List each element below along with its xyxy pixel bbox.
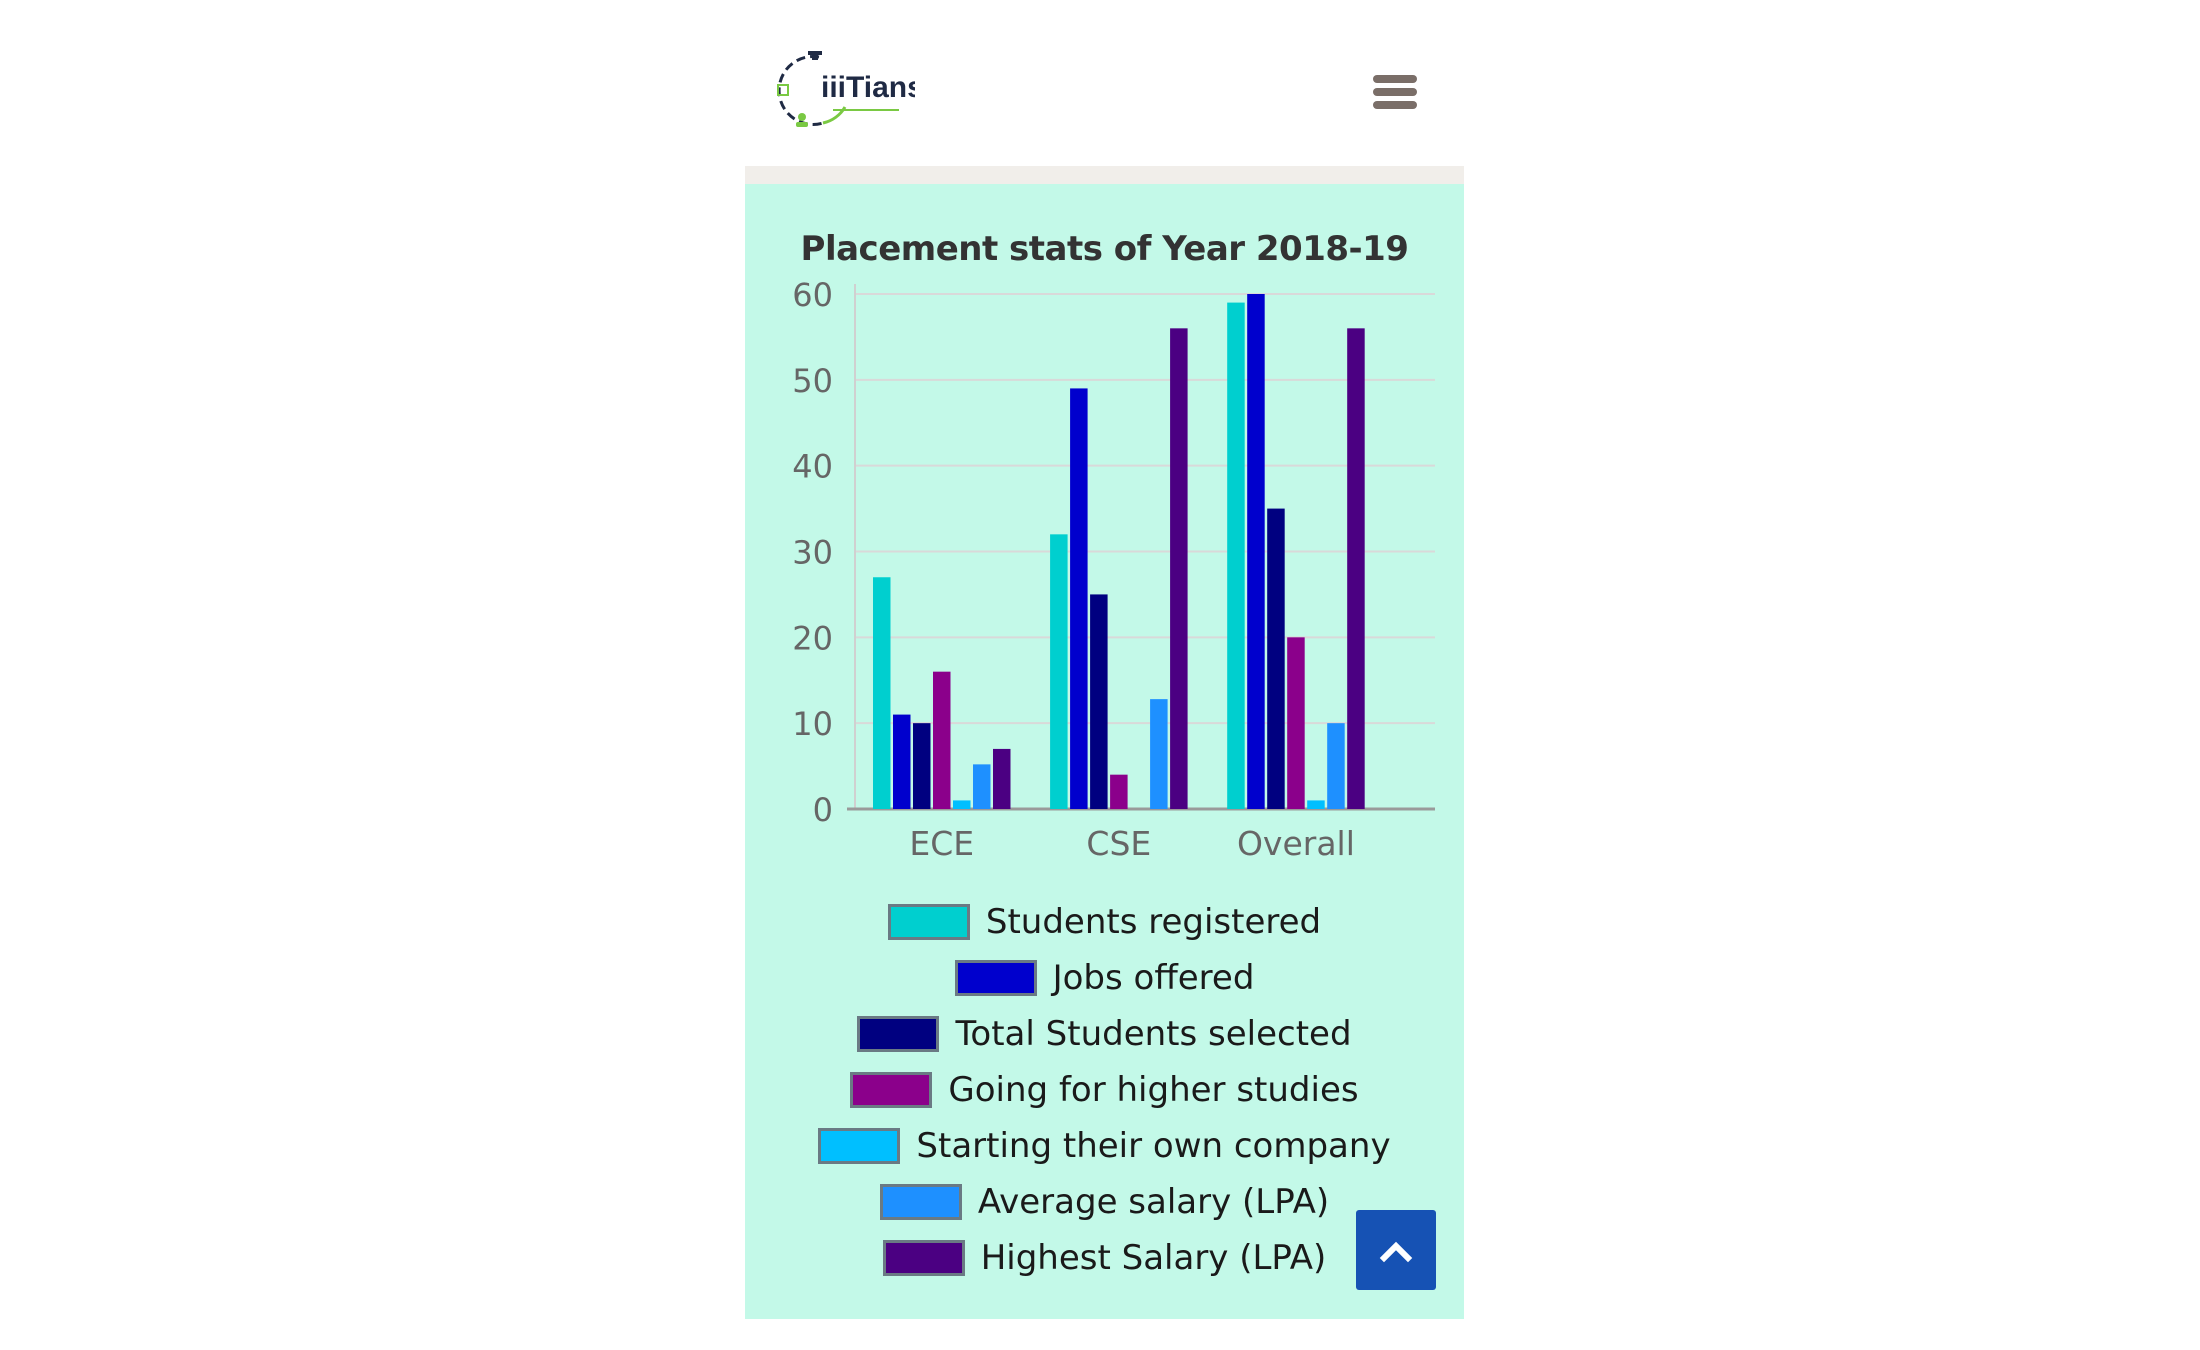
logo-text: iiiTians — [821, 71, 915, 104]
legend-swatch — [882, 1240, 965, 1276]
legend-item[interactable]: Students registered — [745, 894, 1464, 950]
y-tick-label: 40 — [792, 448, 833, 486]
legend-item[interactable]: Average salary (LPA) — [745, 1174, 1464, 1230]
site-logo[interactable]: iiiTians — [775, 45, 924, 135]
stats-panel: 0 10 20 30 40 50 60 ECE CSE Overall Placement sta… — [745, 184, 1464, 1319]
x-tick-label: ECE — [909, 824, 974, 863]
bar-cse-series-3 — [1110, 774, 1128, 809]
chart-title: Placement stats of Year 2018-19 — [800, 229, 1409, 269]
y-tick-label: 10 — [792, 705, 833, 743]
scroll-to-top-button[interactable] — [1356, 1210, 1436, 1290]
y-tick-label: 30 — [792, 534, 833, 572]
y-tick-label: 50 — [792, 362, 833, 400]
y-tick-label: 0 — [813, 791, 833, 829]
bar-overall-series-6 — [1347, 328, 1365, 809]
bar-cse-series-1 — [1070, 388, 1088, 809]
legend-swatch — [857, 1016, 940, 1052]
bar-cse-series-6 — [1170, 328, 1188, 809]
bar-ece-series-6 — [993, 748, 1011, 809]
bar-ece-series-1 — [893, 714, 911, 809]
legend-label: Going for higher studies — [948, 1070, 1359, 1110]
legend-item[interactable]: Jobs offered — [745, 950, 1464, 1006]
bar-chart: 0 10 20 30 40 50 60 ECE CSE Overall — [792, 276, 1435, 863]
legend-swatch — [954, 960, 1037, 996]
chevron-up-icon — [1379, 1241, 1413, 1263]
chart-legend: Students registered Jobs offered Total Stu… — [745, 894, 1464, 1286]
site-header: iiiTians — [745, 0, 1464, 166]
bar-ece-series-0 — [873, 577, 891, 809]
mobile-page: iiiTians 0 10 20 30 40 50 60 ECE CSE Overall Plac… — [745, 0, 1464, 1350]
bar-overall-series-0 — [1227, 302, 1245, 809]
legend-swatch — [887, 904, 970, 940]
bar-ece-series-5 — [973, 764, 991, 809]
bar-ece-series-4 — [953, 800, 971, 809]
legend-label: Jobs offered — [1052, 958, 1255, 998]
bar-overall-series-1 — [1247, 294, 1265, 809]
legend-swatch — [879, 1184, 962, 1220]
y-tick-label: 60 — [792, 276, 833, 314]
legend-label: Average salary (LPA) — [977, 1182, 1330, 1222]
bar-overall-series-2 — [1267, 508, 1285, 809]
bar-overall-series-4 — [1307, 800, 1325, 809]
logo-graphic: iiiTians — [777, 51, 924, 127]
hamburger-menu-icon[interactable] — [1373, 72, 1419, 112]
bar-cse-series-5 — [1150, 699, 1168, 809]
legend-item[interactable]: Going for higher studies — [745, 1062, 1464, 1118]
x-tick-label: CSE — [1086, 824, 1151, 863]
bar-cse-series-2 — [1090, 594, 1108, 809]
legend-swatch — [818, 1128, 901, 1164]
legend-label: Highest Salary (LPA) — [980, 1238, 1327, 1278]
legend-item[interactable]: Starting their own company — [745, 1118, 1464, 1174]
legend-label: Students registered — [985, 902, 1322, 942]
legend-item[interactable]: Total Students selected — [745, 1006, 1464, 1062]
bar-overall-series-3 — [1287, 637, 1305, 809]
bar-ece-series-3 — [933, 671, 951, 809]
bar-cse-series-0 — [1050, 534, 1068, 809]
legend-label: Total Students selected — [955, 1014, 1352, 1054]
x-tick-label: Overall — [1237, 824, 1355, 863]
bar-ece-series-2 — [913, 723, 931, 809]
legend-swatch — [850, 1072, 933, 1108]
legend-item[interactable]: Highest Salary (LPA) — [745, 1230, 1464, 1286]
y-tick-label: 20 — [792, 619, 833, 657]
header-divider — [745, 166, 1464, 184]
legend-label: Starting their own company — [916, 1126, 1391, 1166]
bar-overall-series-5 — [1327, 723, 1345, 809]
